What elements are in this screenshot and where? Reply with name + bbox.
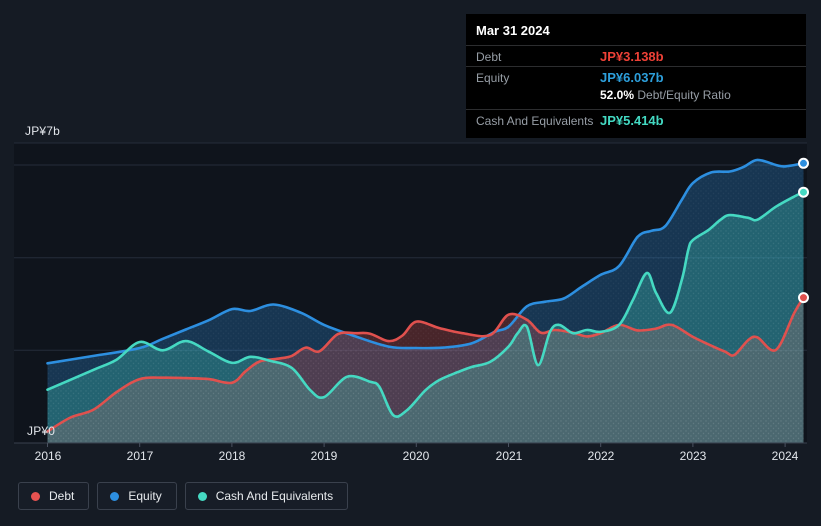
legend-item-equity[interactable]: Equity — [97, 482, 177, 510]
tooltip-debt-label: Debt — [476, 49, 502, 64]
series-lines — [46, 158, 805, 433]
x-axis-year-label: 2022 — [587, 449, 615, 463]
x-axis-year-label: 2017 — [126, 449, 154, 463]
end-marker-debt[interactable] — [798, 292, 809, 304]
ratio-text: Debt/Equity Ratio — [637, 88, 731, 102]
x-axis-year-label: 2019 — [310, 449, 338, 463]
tooltip-equity-row: Equity JP¥6.037b — [466, 66, 806, 87]
x-axis-year-label: 2024 — [771, 449, 799, 463]
legend-item-label: Equity — [128, 489, 162, 503]
tooltip-debt-value: JP¥3.138b — [600, 49, 664, 64]
x-axis-year-label: 2023 — [679, 449, 707, 463]
tooltip-cash-row: Cash And Equivalents JP¥5.414b — [466, 109, 806, 138]
legend-item-cash-and-equivalents[interactable]: Cash And Equivalents — [184, 482, 349, 510]
legend: Debt Equity Cash And Equivalents — [18, 482, 349, 510]
legend-item-label: Cash And Equivalents — [215, 489, 334, 503]
end-marker-equity[interactable] — [798, 157, 809, 169]
tooltip-date: Mar 31 2024 — [476, 23, 550, 38]
legend-item-label: Debt — [49, 489, 75, 503]
y-axis-max-label: JP¥7b — [25, 124, 61, 138]
legend-dot-icon — [31, 491, 40, 501]
x-axis-year-label: 2016 — [34, 449, 62, 463]
end-marker-cash-and-equivalents[interactable] — [798, 186, 809, 198]
legend-item-debt[interactable]: Debt — [18, 482, 90, 510]
tooltip-debt-row: Debt JP¥3.138b — [466, 45, 806, 66]
tooltip-equity-value: JP¥6.037b — [600, 70, 664, 85]
legend-dot-icon — [197, 491, 207, 501]
tooltip-equity-label: Equity — [476, 70, 510, 85]
ratio-percent: 52.0% — [600, 88, 635, 102]
x-axis-year-label: 2020 — [402, 449, 430, 463]
x-axis — [14, 442, 807, 447]
legend-dot-icon — [110, 491, 120, 501]
tooltip-cash-label: Cash And Equivalents — [476, 113, 594, 128]
tooltip-cash-value: JP¥5.414b — [600, 113, 664, 128]
y-axis-zero-label: JP¥0 — [27, 424, 56, 438]
series-end-markers — [798, 157, 809, 304]
x-axis-year-label: 2021 — [495, 449, 523, 463]
tooltip: Mar 31 2024 Debt JP¥3.138b Equity JP¥6.0… — [466, 14, 806, 138]
x-axis-year-label: 2018 — [218, 449, 246, 463]
tooltip-debt-equity-ratio: 52.0% Debt/Equity Ratio — [466, 87, 806, 109]
